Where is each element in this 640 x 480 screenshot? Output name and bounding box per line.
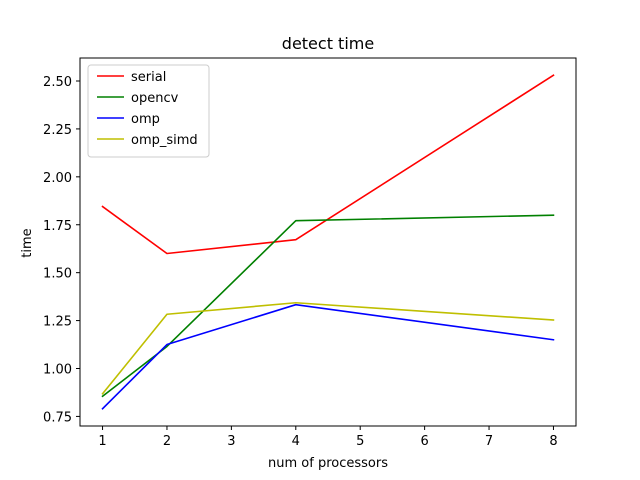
x-tick-label: 6 [420, 434, 428, 449]
legend-label-serial: serial [131, 70, 166, 85]
x-tick-label: 3 [227, 434, 235, 449]
x-tick-label: 1 [98, 434, 106, 449]
y-tick-label: 1.25 [43, 315, 72, 330]
x-tick-label: 2 [163, 434, 171, 449]
y-tick-label: 1.50 [43, 267, 72, 282]
x-tick-label: 5 [356, 434, 364, 449]
legend-label-omp_simd: omp_simd [131, 133, 198, 148]
x-tick-label: 4 [292, 434, 300, 449]
plot-area: 1 2 3 4 5 6 7 8 0.75 1.00 1.25 1.50 1.75 2.00 2.25 2.50… [43, 57, 577, 449]
axes-frame [79, 57, 577, 427]
y-axis-label: time [20, 228, 35, 257]
x-axis-label: num of processors [268, 456, 388, 471]
series-line-serial [101, 74, 555, 255]
series-line-omp_simd [101, 301, 555, 395]
series-line-omp [101, 303, 555, 410]
legend-label-opencv: opencv [131, 91, 179, 106]
y-tick-label: 0.75 [43, 410, 72, 425]
y-tick-label: 2.50 [43, 75, 72, 90]
legend-label-omp: omp [131, 112, 160, 127]
y-tick-label: 2.25 [43, 123, 72, 138]
x-tick-label: 8 [549, 434, 557, 449]
legend: serial opencv omp omp_simd [87, 64, 210, 158]
chart-title: detect time [282, 34, 374, 53]
series-line-opencv [101, 214, 555, 398]
legend-box [87, 64, 210, 158]
y-tick-label: 2.00 [43, 171, 72, 186]
y-tick-label: 1.75 [43, 219, 72, 234]
x-tick-label: 7 [485, 434, 493, 449]
y-tick-label: 1.00 [43, 363, 72, 378]
